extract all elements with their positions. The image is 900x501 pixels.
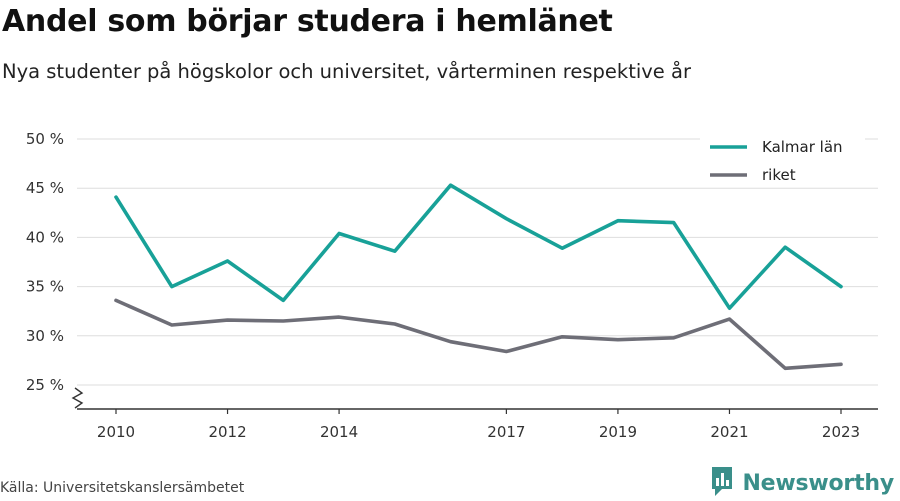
bar-chart-icon	[710, 465, 734, 501]
x-tick-label: 2014	[320, 423, 358, 441]
x-tick-label: 2023	[822, 423, 860, 441]
series-line	[114, 298, 843, 371]
legend-label: Kalmar län	[762, 138, 843, 156]
brand-logo: Newsworthy	[710, 467, 894, 499]
y-tick-label: 40 %	[26, 228, 64, 246]
page-subtitle: Nya studenter på högskolor och universit…	[2, 60, 691, 83]
series-line	[114, 183, 843, 311]
x-tick-label: 2019	[599, 423, 637, 441]
axis-break-icon	[71, 387, 84, 409]
y-tick-label: 50 %	[26, 130, 64, 148]
y-tick-label: 35 %	[26, 278, 64, 296]
source-note: Källa: Universitetskanslersämbetet	[0, 480, 245, 496]
y-tick-label: 30 %	[26, 327, 64, 345]
page-title: Andel som börjar studera i hemlänet	[2, 4, 613, 39]
x-tick-label: 2017	[487, 423, 525, 441]
legend-box	[700, 133, 865, 187]
x-tick-label: 2010	[97, 423, 135, 441]
y-tick-label: 45 %	[26, 179, 64, 197]
line-chart: 25 % 30 % 35 % 40 % 45 % 50 % 2010 2012 2014 2017…	[26, 130, 878, 441]
legend-label: riket	[762, 166, 796, 184]
brand-name: Newsworthy	[742, 470, 894, 496]
x-tick-label: 2012	[208, 423, 246, 441]
y-tick-label: 25 %	[26, 376, 64, 394]
x-tick-label: 2021	[710, 423, 748, 441]
